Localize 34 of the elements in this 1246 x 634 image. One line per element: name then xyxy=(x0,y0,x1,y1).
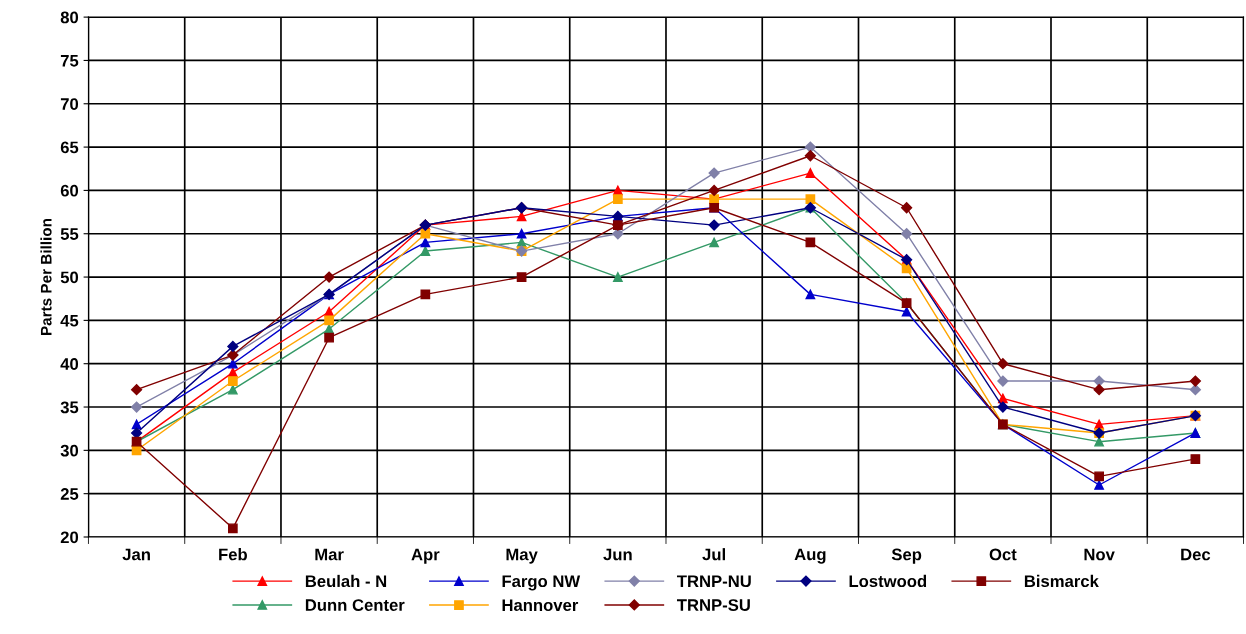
y-tick-label: 65 xyxy=(60,141,79,154)
x-tick-label: Oct xyxy=(989,548,1017,561)
y-tick-label: 35 xyxy=(60,401,79,414)
x-tick-label: Dec xyxy=(1181,548,1211,561)
y-tick-label: 20 xyxy=(60,531,79,544)
legend-label: TRNP-NU xyxy=(676,575,751,588)
y-axis-title: Parts Per Billion xyxy=(40,218,52,336)
x-tick-label: Mar xyxy=(315,548,344,561)
x-tick-label: May xyxy=(506,548,538,564)
x-tick-label: Apr xyxy=(411,548,440,564)
legend-label: Bismarck xyxy=(1024,574,1099,588)
x-tick-label: Nov xyxy=(1084,548,1115,561)
y-tick-label: 75 xyxy=(60,55,79,67)
legend-label: Fargo NW xyxy=(502,575,581,591)
x-tick-label: Aug xyxy=(794,548,826,564)
x-tick-label: Jul xyxy=(702,548,725,561)
y-tick-label: 55 xyxy=(60,228,79,240)
y-tick-label: 80 xyxy=(60,11,79,24)
x-tick-label: Feb xyxy=(219,548,247,561)
x-tick-label: Sep xyxy=(891,548,922,564)
x-tick-label: Jun xyxy=(603,548,632,561)
legend-label: TRNP-SU xyxy=(676,599,750,611)
y-tick-label: 30 xyxy=(60,444,79,457)
y-tick-label: 50 xyxy=(60,271,79,284)
y-tick-label: 40 xyxy=(60,358,79,370)
legend-label: Hannover xyxy=(502,599,579,612)
x-tick-label: Jan xyxy=(122,548,150,561)
legend-label: Dunn Center xyxy=(305,599,405,611)
y-tick-label: 60 xyxy=(60,184,79,197)
legend-label: Lostwood xyxy=(849,574,927,588)
legend-label: Beulah - N xyxy=(305,574,387,588)
y-tick-label: 45 xyxy=(60,314,79,327)
y-tick-label: 70 xyxy=(60,98,79,110)
y-tick-label: 25 xyxy=(60,488,79,500)
